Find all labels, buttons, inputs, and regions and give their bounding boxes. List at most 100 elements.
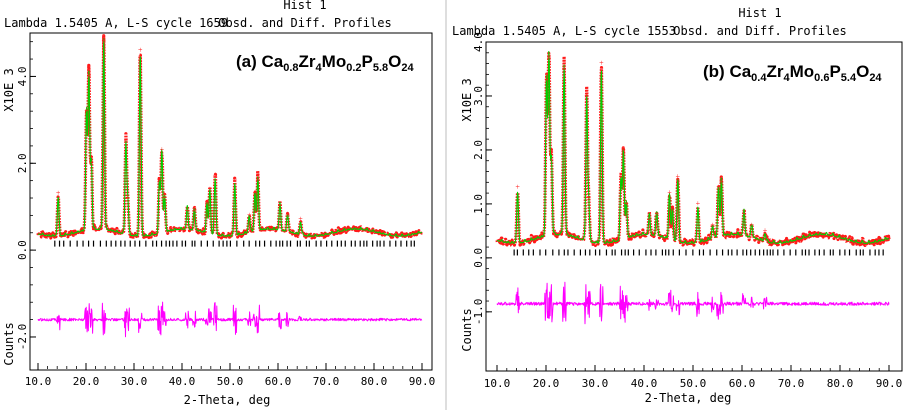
peak-top-marker: + [138,45,143,54]
header-profiles: Obsd. and Diff. Profiles [218,16,391,30]
y-tick-label: -1.0 [472,299,485,326]
peak-top-marker: + [654,210,659,219]
peak-top-marker: + [624,199,629,208]
x-tick-label: 10.0 [484,377,511,390]
x-axis-label: 2-Theta, deg [184,393,271,407]
formula-subscript: 5.8 [373,62,388,74]
observed-profile [36,34,424,240]
peak-top-marker: + [719,177,724,186]
header-profiles: Obsd. and Diff. Profiles [673,24,846,38]
x-axis: 10.0 20.0 30.0 40.0 50.0 60.0 70.0 80.0 90.0 [25,366,436,388]
peak-top-marker: + [124,137,129,146]
formula-subscript: 0.2 [346,62,361,74]
peak-top-marker: + [162,193,167,202]
x-axis: 10.0 20.0 30.0 40.0 50.0 60.0 70.0 80.0 90.0 [484,368,903,390]
x-tick-label: 90.0 [876,377,903,390]
y-axis-label-counts: Counts [460,308,474,351]
peak-top-marker: + [562,64,567,73]
header-left: Lambda 1.5405 A, L-S cycle 1553 [452,24,676,38]
panel-b: Lambda 1.5405 A, L-S cycle 1553 Hist 1 O… [452,6,903,405]
y-tick-label: -2.0 [16,324,29,351]
formula-element: P [829,62,840,81]
peak-top-marker: + [247,210,252,219]
peak-top-marker: + [619,172,624,181]
peak-top-marker: + [160,145,165,154]
peak-top-marker: + [696,199,701,208]
panel-a: Lambda 1.5405 A, L-S cycle 1659 Hist 1 O… [2,0,435,407]
peak-top-marker: + [256,176,261,185]
peak-top-marker: + [515,183,520,192]
peak-top-marker: + [84,106,89,115]
peak-top-marker: + [547,53,552,62]
difference-curve [37,301,423,338]
peak-top-marker: + [278,202,283,211]
peak-top-marker: + [89,158,94,167]
peak-top-marker: + [285,210,290,219]
x-tick-label: 70.0 [313,375,340,388]
plot-frame [485,41,903,372]
x-tick-label: 60.0 [265,375,292,388]
header-hist: Hist 1 [738,6,781,20]
x-tick-label: 40.0 [631,377,658,390]
x-tick-label: 90.0 [409,375,436,388]
formula-subscript: 0.4 [751,72,767,84]
formula-subscript: 0.8 [283,62,298,74]
x-tick-label: 20.0 [73,375,100,388]
formula-element: Ca [262,52,284,71]
difference-curve [496,281,890,325]
sample-formula-label: (b) Ca0.4Zr4Mo0.6P5.4O24 [703,62,882,84]
peak-top-marker: + [647,215,652,224]
x-tick-label: 60.0 [729,377,756,390]
formula-subscript: 4 [316,62,323,74]
peak-top-marker: + [676,172,681,181]
formula-subscript: 4 [783,72,790,84]
reflection-ticks [513,249,884,256]
peak-top-marker: + [87,71,92,80]
y-tick-label: 1.0 [472,194,485,214]
header-left: Lambda 1.5405 A, L-S cycle 1659 [4,16,228,30]
formula-subscript: 0.6 [814,72,829,84]
peak-top-marker: + [126,193,131,202]
y-tick-label: 2.0 [472,140,485,160]
formula-prefix: (a) [236,52,262,71]
peak-top-marker: + [667,188,672,197]
peak-top-marker: + [208,184,213,193]
calculated-profile [496,50,890,244]
formula-subscript: 24 [401,62,414,74]
x-tick-label: 20.0 [533,377,560,390]
plot-frame [29,32,433,371]
peak-top-marker: + [253,189,258,198]
y-axis: -2.0 0.0 2.0 4.0 [16,41,36,351]
x-tick-label: 30.0 [121,375,148,388]
peak-top-marker: + [710,220,715,229]
formula-element: Mo [790,62,815,81]
peak-top-marker: + [185,206,190,215]
peak-top-marker: + [621,145,626,154]
formula-element: Mo [322,52,347,71]
formula-prefix: (b) [703,62,729,81]
peak-top-marker: + [599,59,604,68]
y-axis: -1.0 0.0 1.0 2.0 3.0 4.0 [472,32,492,325]
peak-top-marker: + [716,183,721,192]
peak-top-marker: + [584,91,589,100]
x-tick-label: 10.0 [25,375,52,388]
formula-element: Ca [729,62,751,81]
x-tick-label: 80.0 [827,377,854,390]
peak-top-marker: + [157,176,162,185]
peak-top-marker: + [549,156,554,165]
formula-subscript: 24 [869,72,882,84]
peak-top-marker: + [102,37,107,46]
x-axis-label: 2-Theta, deg [645,391,732,405]
y-tick-label: 0.0 [16,240,29,260]
y-tick-label: 0.0 [472,248,485,268]
peak-top-marker: + [763,226,768,235]
header-hist: Hist 1 [283,0,326,12]
y-tick-label: 4.0 [16,66,29,86]
peak-top-marker: + [586,194,591,203]
peak-top-marker: + [56,189,61,198]
x-tick-label: 70.0 [778,377,805,390]
formula-element: Zr [766,62,783,81]
peak-top-marker: + [742,210,747,219]
